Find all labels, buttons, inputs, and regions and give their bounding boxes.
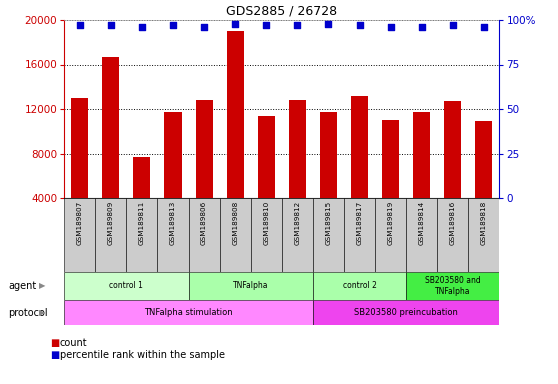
Text: GSM189819: GSM189819: [388, 201, 393, 245]
Text: ▶: ▶: [39, 308, 45, 317]
Bar: [133, 157, 151, 243]
Text: SB203580 and
TNFalpha: SB203580 and TNFalpha: [425, 276, 480, 296]
Bar: [382, 120, 399, 243]
Text: protocol: protocol: [8, 308, 48, 318]
Text: GSM189815: GSM189815: [325, 201, 331, 245]
Bar: [220, 198, 251, 272]
Point: [107, 22, 116, 28]
Text: GSM189817: GSM189817: [357, 201, 363, 245]
Text: GSM189808: GSM189808: [232, 201, 238, 245]
Bar: [437, 198, 468, 272]
Bar: [413, 113, 430, 243]
Bar: [313, 300, 499, 325]
Bar: [195, 100, 213, 243]
Bar: [227, 31, 244, 243]
Point: [230, 20, 239, 26]
Bar: [320, 113, 337, 243]
Bar: [189, 198, 220, 272]
Point: [448, 22, 457, 28]
Bar: [64, 198, 95, 272]
Text: GSM189807: GSM189807: [76, 201, 83, 245]
Text: GSM189809: GSM189809: [108, 201, 114, 245]
Text: control 1: control 1: [109, 281, 143, 291]
Bar: [375, 198, 406, 272]
Bar: [313, 272, 406, 300]
Text: GSM189810: GSM189810: [263, 201, 270, 245]
Bar: [406, 198, 437, 272]
Point: [479, 24, 488, 30]
Text: TNFalpha: TNFalpha: [233, 281, 268, 291]
Point: [169, 22, 177, 28]
Point: [355, 22, 364, 28]
Bar: [406, 272, 499, 300]
Text: control 2: control 2: [343, 281, 377, 291]
Text: GSM189811: GSM189811: [139, 201, 145, 245]
Bar: [64, 300, 313, 325]
Bar: [313, 198, 344, 272]
Point: [324, 20, 333, 26]
Bar: [102, 57, 119, 243]
Point: [386, 24, 395, 30]
Text: ■: ■: [50, 350, 60, 360]
Bar: [258, 116, 275, 243]
Bar: [344, 198, 375, 272]
Text: GSM189813: GSM189813: [170, 201, 176, 245]
Point: [200, 24, 209, 30]
Text: TNFalpha stimulation: TNFalpha stimulation: [144, 308, 233, 317]
Point: [417, 24, 426, 30]
Text: GSM189816: GSM189816: [450, 201, 456, 245]
Bar: [157, 198, 189, 272]
Text: ■: ■: [50, 338, 60, 348]
Text: percentile rank within the sample: percentile rank within the sample: [60, 350, 225, 360]
Bar: [351, 96, 368, 243]
Bar: [444, 101, 461, 243]
Bar: [71, 98, 88, 243]
Bar: [468, 198, 499, 272]
Bar: [282, 198, 313, 272]
Bar: [289, 100, 306, 243]
Text: GSM189806: GSM189806: [201, 201, 207, 245]
Text: SB203580 preincubation: SB203580 preincubation: [354, 308, 458, 317]
Point: [75, 22, 84, 28]
Text: GSM189818: GSM189818: [481, 201, 487, 245]
Bar: [64, 272, 189, 300]
Text: GSM189814: GSM189814: [418, 201, 425, 245]
Bar: [95, 198, 126, 272]
Bar: [251, 198, 282, 272]
Point: [137, 24, 146, 30]
Text: ▶: ▶: [39, 281, 45, 291]
Point: [293, 22, 302, 28]
Bar: [126, 198, 157, 272]
Text: GSM189812: GSM189812: [294, 201, 300, 245]
Point: [262, 22, 271, 28]
Text: agent: agent: [8, 281, 37, 291]
Bar: [475, 121, 492, 243]
Text: count: count: [60, 338, 88, 348]
Text: GDS2885 / 26728: GDS2885 / 26728: [226, 4, 338, 17]
Bar: [189, 272, 313, 300]
Bar: [165, 113, 181, 243]
